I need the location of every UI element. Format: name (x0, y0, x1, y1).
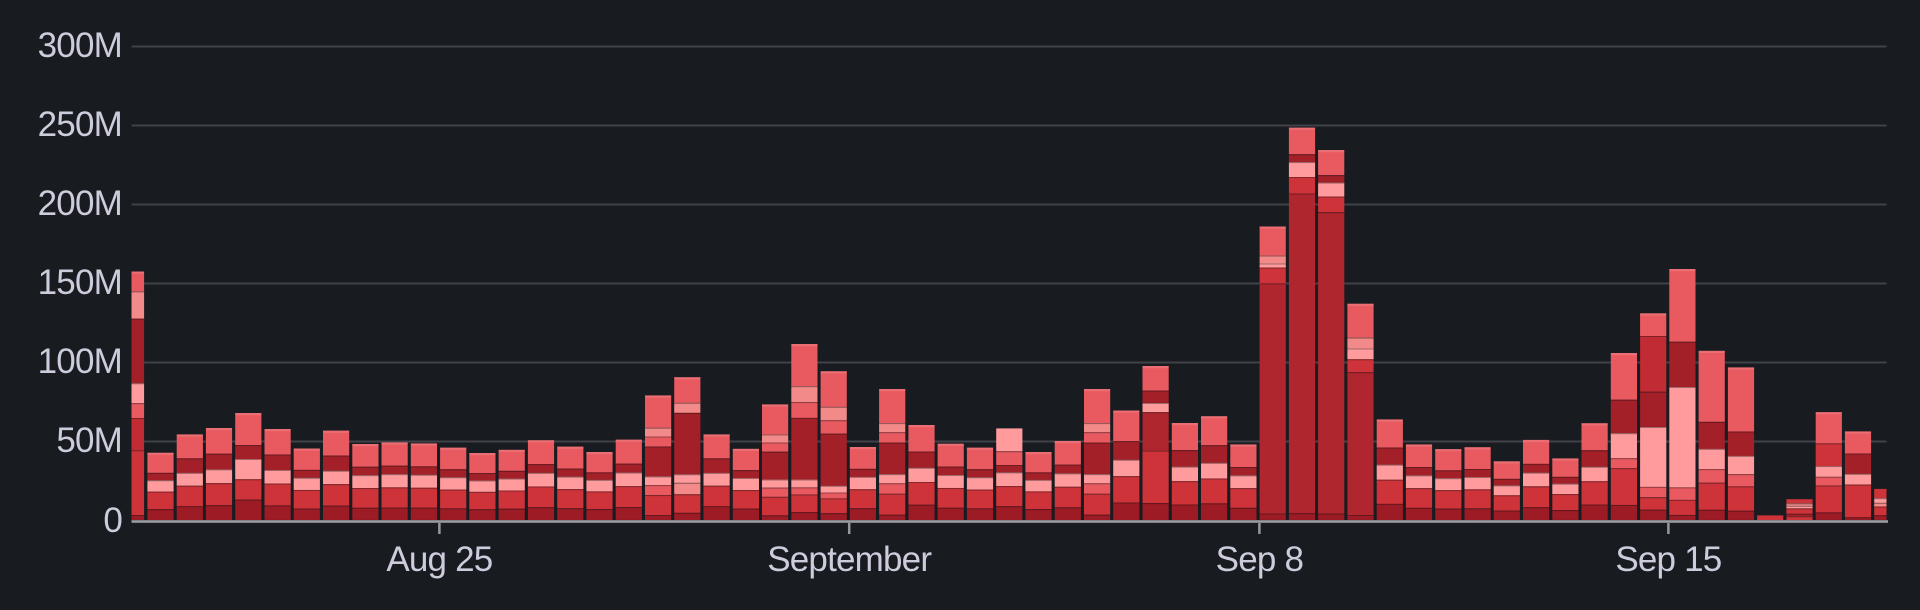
svg-text:300M: 300M (38, 26, 122, 65)
svg-text:September: September (767, 540, 932, 579)
svg-text:200M: 200M (38, 184, 122, 223)
svg-text:50M: 50M (56, 421, 122, 460)
svg-text:Sep 15: Sep 15 (1615, 540, 1721, 579)
svg-text:100M: 100M (38, 342, 122, 381)
svg-text:0: 0 (103, 501, 122, 540)
svg-text:250M: 250M (38, 105, 122, 144)
svg-text:Sep 8: Sep 8 (1216, 540, 1303, 579)
svg-text:150M: 150M (38, 263, 122, 302)
svg-text:Aug 25: Aug 25 (386, 540, 492, 579)
